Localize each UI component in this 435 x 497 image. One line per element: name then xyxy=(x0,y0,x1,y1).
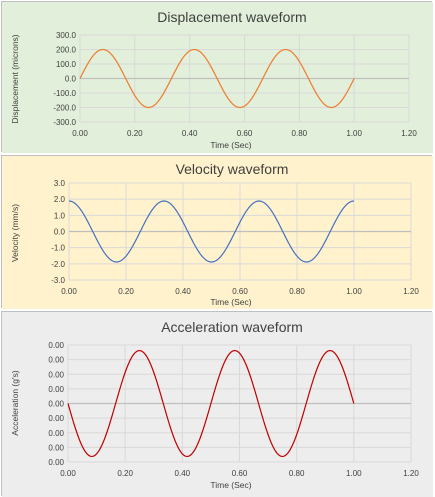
x-tick-label: 0.40 xyxy=(175,469,191,478)
y-tick-label: 0.00 xyxy=(48,458,64,467)
y-tick-label: -100.0 xyxy=(53,89,76,98)
chart-title: Acceleration waveform xyxy=(161,319,303,335)
y-tick-label: -2.0 xyxy=(51,260,65,269)
x-tick-label: 1.20 xyxy=(403,469,419,478)
y-tick-label: 0.00 xyxy=(48,429,64,438)
acceleration-chart: Acceleration waveform 0.000.000.000.000.… xyxy=(2,312,433,497)
y-tick-label: 200.0 xyxy=(56,46,77,55)
chart-title: Displacement waveform xyxy=(157,9,306,25)
x-tick-label: 0.20 xyxy=(117,469,133,478)
x-tick-label: 0.00 xyxy=(61,287,77,296)
y-tick-label: 3.0 xyxy=(54,179,66,188)
y-tick-labels: 3.0 2.0 1.0 0.0 -1.0 -2.0 -3.0 xyxy=(51,179,65,285)
y-tick-label: 300.0 xyxy=(56,31,77,40)
x-tick-label: 1.00 xyxy=(346,287,362,296)
x-tick-label: 0.20 xyxy=(127,129,143,138)
x-tick-label: 0.80 xyxy=(289,469,305,478)
y-tick-labels: 300.0 200.0 100.0 0.0 -100.0 -200.0 -300.0 xyxy=(53,31,76,127)
displacement-chart: Displacement waveform 300.0 200.0 100.0 0.0… xyxy=(2,2,433,153)
velocity-chart-panel: Velocity waveform 3.0 2.0 1.0 0.0 -1.0 -2.0 -3… xyxy=(1,155,433,309)
y-tick-labels: 0.00 0.00 0.00 0.00 0.00 0.00 0.00 0.00 0.00 xyxy=(48,341,64,467)
x-tick-label: 0.20 xyxy=(118,287,134,296)
chart-title: Velocity waveform xyxy=(176,161,289,177)
x-tick-label: 1.20 xyxy=(403,287,419,296)
y-tick-label: 100.0 xyxy=(56,60,77,69)
x-axis-label: Time (Sec) xyxy=(210,297,251,307)
x-axis-label: Time (Sec) xyxy=(210,480,251,490)
y-tick-label: 1.0 xyxy=(54,211,66,220)
y-tick-label: -3.0 xyxy=(51,276,65,285)
x-tick-labels: 0.00 0.20 0.40 0.60 0.80 1.00 1.20 xyxy=(60,469,419,478)
acceleration-chart-panel: Acceleration waveform 0.00 0.00 0.00 0.00 0.… xyxy=(1,311,433,497)
x-tick-labels: 0.00 0.20 0.40 0.60 0.80 1.00 1.20 xyxy=(72,129,417,138)
x-tick-label: 0.40 xyxy=(175,287,191,296)
gridlines xyxy=(79,34,410,123)
y-tick-label: 0.00 xyxy=(48,356,64,365)
y-tick-label: 0.00 xyxy=(48,385,64,394)
x-tick-label: 0.80 xyxy=(292,129,308,138)
velocity-chart: Velocity waveform 3.0 2.0 1.0 0.0 -1.0 -2.0 -3… xyxy=(2,156,433,309)
y-tick-label: 0.0 xyxy=(54,228,66,237)
x-tick-label: 0.60 xyxy=(232,287,248,296)
y-axis-label: Displacement (microns) xyxy=(10,34,20,123)
chart-background xyxy=(2,2,433,153)
displacement-series-line xyxy=(79,48,355,109)
x-tick-label: 1.00 xyxy=(346,129,362,138)
y-tick-label: 0.00 xyxy=(48,443,64,452)
velocity-series-line xyxy=(68,200,355,263)
x-tick-label: 0.60 xyxy=(237,129,253,138)
y-tick-label: 0.0 xyxy=(65,75,77,84)
x-tick-label: 0.00 xyxy=(72,129,88,138)
y-tick-label: 0.00 xyxy=(48,370,64,379)
chart-background xyxy=(2,156,433,309)
y-tick-label: 2.0 xyxy=(54,195,66,204)
gridlines xyxy=(67,344,412,463)
x-tick-label: 1.20 xyxy=(401,129,417,138)
y-tick-label: 0.00 xyxy=(48,341,64,350)
x-axis-label: Time (Sec) xyxy=(210,140,251,150)
x-tick-label: 0.80 xyxy=(289,287,305,296)
y-tick-label: -200.0 xyxy=(53,104,76,113)
y-tick-label: 0.00 xyxy=(48,400,64,409)
y-tick-label: -1.0 xyxy=(51,244,65,253)
x-tick-label: 0.40 xyxy=(182,129,198,138)
y-axis-label: Acceleration (g's) xyxy=(10,370,20,436)
gridlines xyxy=(68,182,412,281)
y-axis-label: Velocity (mm/s) xyxy=(10,204,20,262)
acceleration-series-line xyxy=(67,349,355,458)
x-tick-labels: 0.00 0.20 0.40 0.60 0.80 1.00 1.20 xyxy=(61,287,419,296)
x-tick-label: 1.00 xyxy=(346,469,362,478)
y-tick-label: 0.00 xyxy=(48,414,64,423)
displacement-chart-panel: Displacement waveform 300.0 200.0 100.0 0.0… xyxy=(1,1,433,153)
x-tick-label: 0.00 xyxy=(60,469,76,478)
chart-background xyxy=(2,312,433,497)
x-tick-label: 0.60 xyxy=(232,469,248,478)
y-tick-label: -300.0 xyxy=(53,118,76,127)
